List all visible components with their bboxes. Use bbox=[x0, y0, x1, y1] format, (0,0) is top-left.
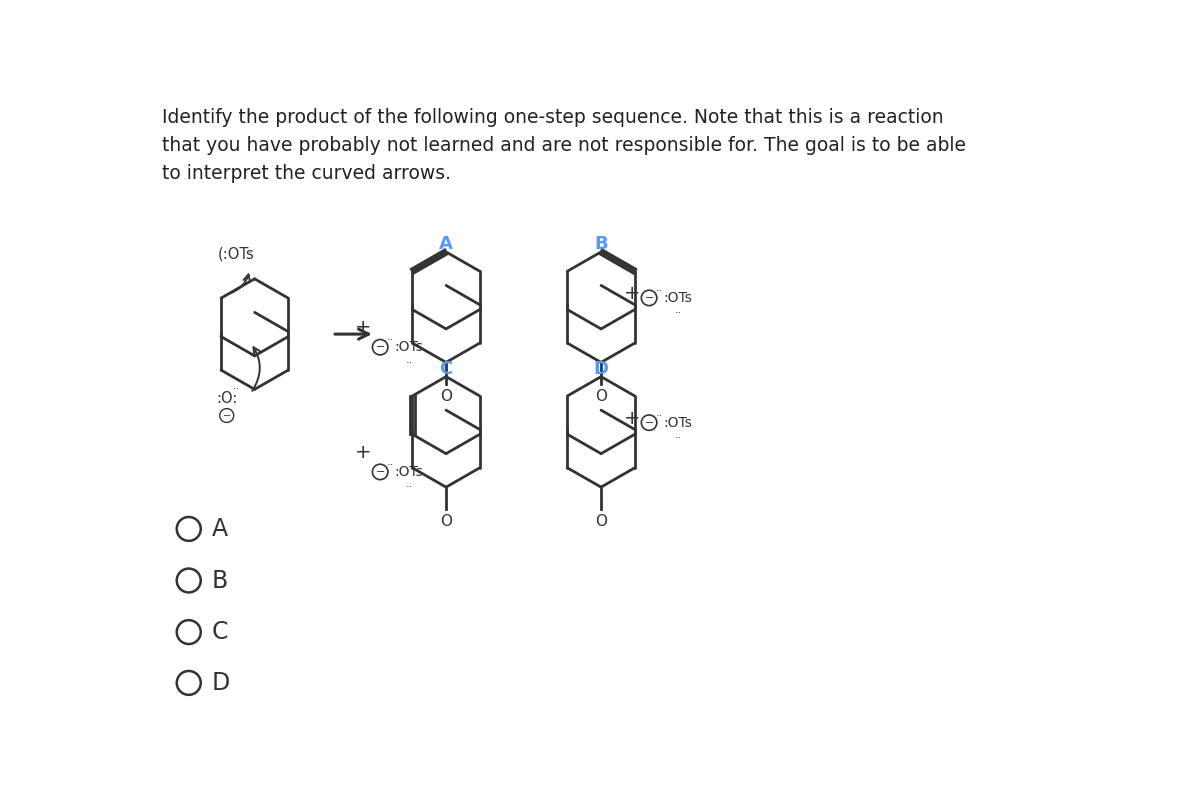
Text: ..: .. bbox=[674, 430, 682, 440]
Text: D: D bbox=[212, 671, 230, 695]
Text: +: + bbox=[355, 319, 371, 337]
Text: C: C bbox=[439, 360, 452, 378]
Text: ..: .. bbox=[406, 355, 413, 365]
Text: ..: .. bbox=[406, 479, 413, 489]
Text: C: C bbox=[212, 620, 228, 644]
Text: +: + bbox=[624, 284, 641, 303]
Text: B: B bbox=[212, 568, 228, 592]
Text: D: D bbox=[594, 360, 608, 378]
Text: Identify the product of the following one-step sequence. Note that this is a rea: Identify the product of the following on… bbox=[162, 108, 966, 184]
Text: −: − bbox=[644, 417, 654, 428]
Text: O: O bbox=[440, 390, 452, 405]
Text: −: − bbox=[644, 293, 654, 303]
Text: A: A bbox=[439, 235, 452, 253]
Text: O: O bbox=[440, 514, 452, 529]
Text: (:OTs: (:OTs bbox=[218, 247, 254, 262]
Text: A: A bbox=[212, 517, 228, 541]
Text: :OTs: :OTs bbox=[664, 291, 692, 305]
Text: :OTs: :OTs bbox=[664, 416, 692, 429]
Text: B: B bbox=[594, 235, 608, 253]
Text: ..: .. bbox=[655, 283, 662, 293]
Text: O: O bbox=[595, 514, 607, 529]
Text: −: − bbox=[376, 342, 385, 352]
Text: :OTs: :OTs bbox=[394, 465, 424, 479]
Text: ..: .. bbox=[655, 408, 662, 417]
Text: +: + bbox=[624, 409, 641, 428]
Text: ..: .. bbox=[233, 381, 240, 390]
Text: −: − bbox=[376, 467, 385, 477]
Text: ..: .. bbox=[386, 457, 394, 467]
Text: :O:: :O: bbox=[216, 391, 238, 406]
Text: O: O bbox=[595, 390, 607, 405]
Text: ..: .. bbox=[246, 245, 253, 254]
Text: −: − bbox=[223, 410, 230, 421]
Text: :OTs: :OTs bbox=[394, 340, 424, 355]
Text: ..: .. bbox=[674, 305, 682, 316]
Text: +: + bbox=[355, 443, 371, 462]
Text: ..: .. bbox=[386, 332, 394, 342]
